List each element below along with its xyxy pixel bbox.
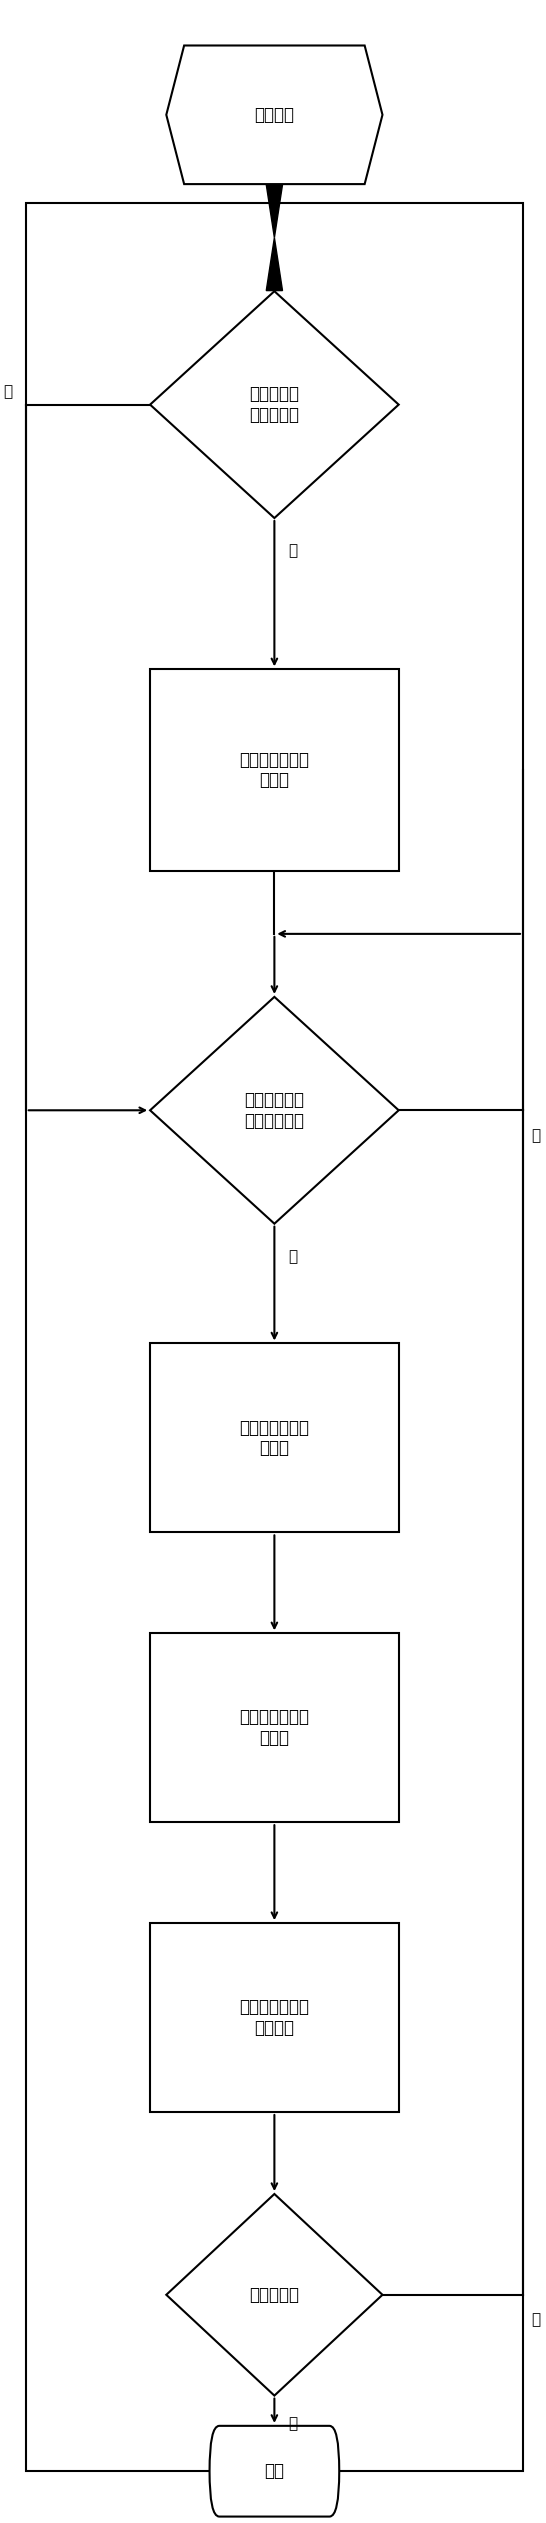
Text: 是: 是: [288, 1249, 297, 1264]
Polygon shape: [167, 45, 383, 184]
Text: 性能参数采集
间隔时间到？: 性能参数采集 间隔时间到？: [245, 1090, 304, 1130]
Text: 是: 是: [288, 2415, 297, 2430]
Text: 否: 否: [531, 2314, 540, 2329]
Polygon shape: [266, 184, 282, 237]
Polygon shape: [266, 237, 282, 290]
Text: 结束测试？: 结束测试？: [250, 2286, 299, 2303]
Text: 对性能参数做惯
性修正: 对性能参数做惯 性修正: [239, 1708, 310, 1746]
Text: 否: 否: [531, 1128, 540, 1143]
Text: 对电机加载一定
的负载: 对电机加载一定 的负载: [239, 752, 310, 790]
Polygon shape: [150, 997, 399, 1224]
Bar: [150, 1342, 399, 1531]
FancyBboxPatch shape: [210, 2425, 339, 2515]
Text: 是: 是: [288, 542, 297, 558]
Text: 开始测试: 开始测试: [254, 106, 294, 124]
Bar: [150, 669, 399, 870]
Polygon shape: [150, 290, 399, 517]
Text: 性能参数滤波处
理后输出: 性能参数滤波处 理后输出: [239, 1998, 310, 2036]
Bar: [150, 1632, 399, 1822]
Text: 否: 否: [3, 383, 12, 399]
Text: 结束: 结束: [264, 2462, 284, 2480]
Text: 采集当前瞬时性
能参数: 采集当前瞬时性 能参数: [239, 1418, 310, 1458]
Text: 负载加载间
隔时间到？: 负载加载间 隔时间到？: [250, 386, 299, 424]
Bar: [150, 1923, 399, 2112]
Polygon shape: [167, 2195, 383, 2397]
